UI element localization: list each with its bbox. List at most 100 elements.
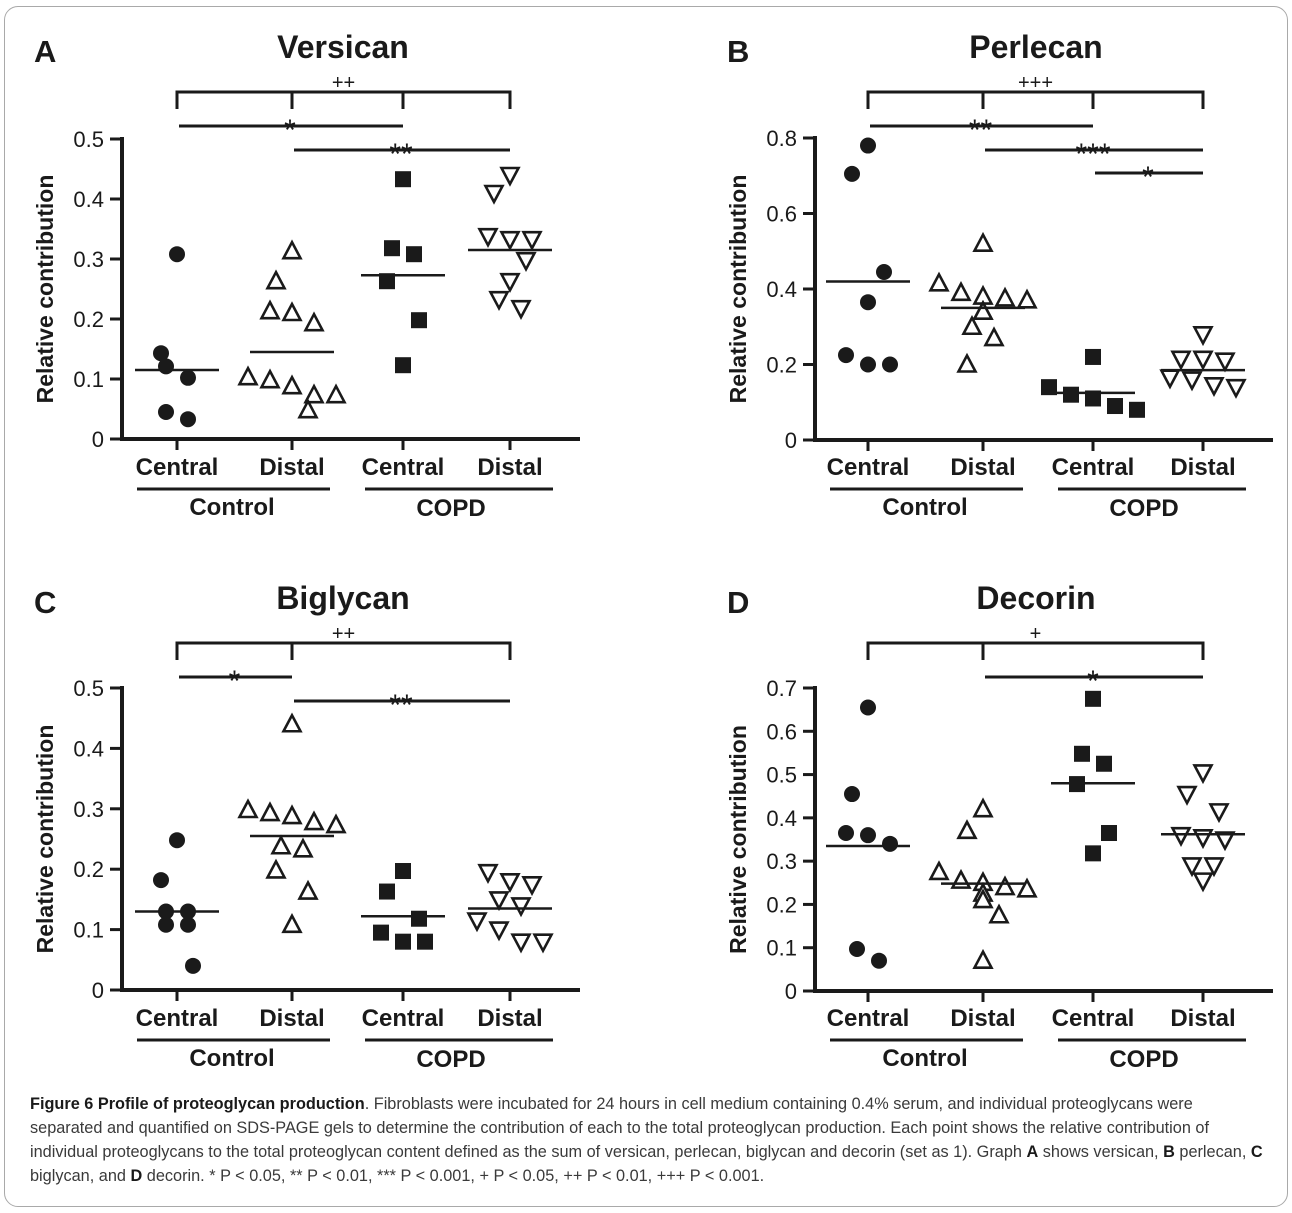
y-tick-label: 0.7 (766, 676, 797, 701)
data-point-triangle-up (292, 837, 314, 858)
data-point-circle (158, 916, 174, 933)
data-point-circle (882, 835, 898, 852)
figure-frame (4, 6, 1288, 1207)
data-point-triangle-up (281, 804, 303, 825)
data-point-square (1085, 348, 1101, 365)
panel-letter: D (727, 585, 749, 620)
y-tick-label: 0 (785, 428, 797, 453)
significance-label: * (284, 114, 296, 147)
data-point-triangle-down (483, 184, 505, 205)
data-point-triangle-down (532, 933, 554, 954)
data-point-triangle-down (1181, 857, 1203, 878)
data-point-circle (153, 345, 169, 362)
data-point-square (379, 883, 395, 900)
group-label: Control (189, 494, 274, 521)
y-tick-label: 0.2 (73, 857, 104, 882)
data-point-triangle-up (281, 239, 303, 260)
data-point-triangle-up (956, 352, 978, 373)
data-point-triangle-up (259, 299, 281, 320)
data-point-circle (871, 952, 887, 969)
group-label: Control (882, 494, 967, 521)
data-point-triangle-down (510, 933, 532, 954)
x-tick-label: Distal (950, 454, 1015, 481)
data-point-square (406, 246, 422, 263)
data-point-circle (169, 246, 185, 263)
x-tick-label: Distal (259, 1005, 324, 1032)
chart-title: Versican (277, 29, 409, 65)
group-label: COPD (1109, 1046, 1178, 1073)
y-tick-label: 0.8 (766, 126, 797, 151)
data-point-triangle-down (1170, 350, 1192, 371)
y-axis-label: Relative contribution (725, 175, 751, 404)
data-point-triangle-down (510, 299, 532, 320)
x-tick-label: Distal (1170, 454, 1235, 481)
data-point-triangle-up (297, 879, 319, 900)
data-point-triangle-down (488, 891, 510, 912)
data-point-triangle-up (956, 819, 978, 840)
data-point-square (1085, 390, 1101, 407)
chart-title: Biglycan (276, 580, 409, 616)
data-point-circle (180, 916, 196, 933)
data-point-triangle-down (1192, 325, 1214, 347)
y-tick-label: 0 (92, 978, 104, 1003)
data-point-circle (838, 347, 854, 364)
data-point-circle (185, 957, 201, 974)
data-point-triangle-up (297, 398, 319, 419)
data-point-triangle-up (303, 311, 325, 332)
x-tick-label: Central (1052, 454, 1135, 481)
data-point-square (379, 273, 395, 290)
data-point-triangle-up (281, 712, 303, 733)
data-point-triangle-down (1170, 826, 1192, 847)
data-point-triangle-down (1214, 352, 1236, 373)
panel-decorin: D Decorin Relative contribution 0 0.1 0.2 0.3 0… (725, 580, 1273, 1073)
data-point-circle (860, 137, 876, 154)
y-tick-label: 0.2 (73, 307, 104, 332)
significance-label: ** (389, 138, 413, 171)
x-tick-label: Central (827, 454, 910, 481)
panel-letter: C (34, 585, 56, 620)
data-point-triangle-down (1159, 369, 1181, 390)
panel-letter: A (34, 34, 56, 69)
x-tick-label: Distal (1170, 1005, 1235, 1032)
data-point-triangle-down (499, 230, 521, 251)
y-tick-label: 0.4 (766, 277, 797, 302)
data-point-triangle-down (1214, 831, 1236, 852)
data-point-triangle-down (499, 166, 521, 187)
data-point-triangle-up (259, 801, 281, 822)
caption-ref-d: D (130, 1167, 143, 1185)
data-point-square (384, 240, 400, 257)
x-tick-label: Central (362, 1005, 445, 1032)
data-point-triangle-up (994, 875, 1016, 896)
data-point-circle (158, 358, 174, 375)
data-point-square (1074, 745, 1090, 762)
y-axis-label: Relative contribution (725, 725, 751, 954)
data-point-triangle-down (1192, 829, 1214, 850)
caption-title: Figure 6 Profile of proteoglycan product… (30, 1095, 365, 1113)
caption-ref-a: A (1026, 1143, 1039, 1161)
y-tick-label: 0.4 (73, 187, 104, 212)
data-point-triangle-up (265, 269, 287, 290)
data-point-square (1085, 690, 1101, 707)
figure-charts: A Versican Relative contribution 0 0.1 0.2 0.3… (32, 29, 1273, 1073)
data-point-triangle-up (281, 912, 303, 934)
data-point-circle (158, 404, 174, 420)
x-tick-label: Distal (477, 1005, 542, 1032)
x-tick-label: Central (136, 454, 219, 481)
data-point-triangle-up (303, 810, 325, 831)
y-tick-label: 0.4 (766, 806, 797, 831)
panel-perlecan: B Perlecan Relative contribution 0 0.2 0.4 0.6… (725, 29, 1273, 522)
y-tick-label: 0 (785, 979, 797, 1004)
y-tick-label: 0.3 (73, 797, 104, 822)
x-tick-label: Distal (259, 454, 324, 481)
data-point-triangle-up (950, 868, 972, 889)
data-point-triangle-up (972, 299, 994, 320)
significance-label: ** (389, 689, 413, 722)
y-tick-label: 0.2 (766, 353, 797, 378)
significance-label: ** (969, 114, 993, 147)
data-point-triangle-down (466, 912, 488, 933)
figure-caption: Figure 6 Profile of proteoglycan product… (30, 1092, 1266, 1188)
data-point-triangle-up (961, 314, 983, 336)
x-tick-label: Central (362, 454, 445, 481)
data-point-triangle-up (928, 860, 950, 881)
y-tick-label: 0.6 (766, 202, 797, 227)
